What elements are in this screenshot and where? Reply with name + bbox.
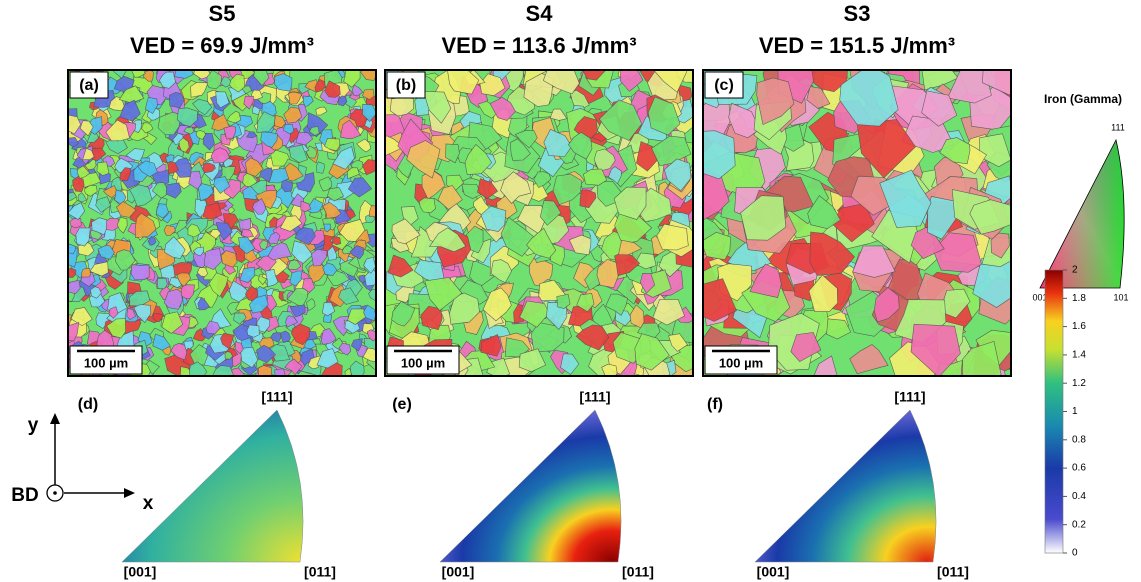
pole-label: [011]: [622, 564, 654, 580]
ipf-triangle: [440, 410, 621, 562]
arrowhead: [124, 488, 135, 498]
ved-label: VED = 69.9 J/mm³: [130, 33, 314, 58]
colorbar-tick-label: 0.8: [1072, 434, 1086, 445]
figure: y x BD Iron (Gamma) 111 001 101 (a)100 µ…: [0, 0, 1141, 582]
y-label: y: [28, 415, 39, 436]
grain: [602, 364, 618, 380]
colorbar-tick-label: 2: [1072, 265, 1078, 276]
panel-label: (d): [78, 396, 98, 413]
legend-corner: 111: [1111, 122, 1125, 132]
pole-label: [111]: [261, 389, 292, 405]
colorbar-tick-label: 1.2: [1072, 378, 1086, 389]
panel-label: (a): [79, 77, 99, 94]
colorbar-tick-label: 0: [1072, 548, 1078, 559]
grain: [70, 218, 82, 228]
grain: [657, 224, 689, 250]
colorbar-tick-label: 1: [1072, 406, 1078, 417]
panel-label: (e): [392, 396, 412, 413]
grain: [275, 369, 286, 380]
sample-name: S3: [844, 1, 871, 26]
ved-label: VED = 113.6 J/mm³: [441, 33, 636, 58]
colorbar-tick-label: 1.4: [1072, 350, 1086, 361]
pole-label: [001]: [442, 564, 475, 580]
pole-label: [001]: [757, 564, 790, 580]
grain: [316, 162, 324, 174]
scale-label: 100 µm: [84, 355, 128, 370]
bd-label: BD: [11, 485, 38, 506]
grain: [81, 268, 90, 277]
panel-label: (c): [714, 77, 734, 94]
ebsd-map: [57, 61, 388, 387]
ipf-triangle: [122, 410, 303, 562]
scale-label: 100 µm: [719, 355, 763, 370]
colorbar-tick-label: 0.2: [1072, 519, 1086, 530]
pole-label: [111]: [579, 389, 610, 405]
arrowhead: [50, 413, 60, 424]
scale-label: 100 µm: [401, 355, 445, 370]
colorbar-tick-label: 1.6: [1072, 321, 1086, 332]
pole-label: [001]: [124, 564, 157, 580]
bd-dot: [53, 491, 57, 495]
ved-label: VED = 151.5 J/mm³: [759, 33, 955, 58]
colorbar-tick-label: 0.4: [1072, 491, 1086, 502]
legend-corner: 101: [1113, 292, 1128, 302]
panel-label: (b): [396, 77, 416, 94]
pole-label: [011]: [937, 564, 969, 580]
pole-label: [011]: [304, 564, 336, 580]
ipf-legend-overlay: [1040, 140, 1124, 288]
colorbar-tick-label: 0.6: [1072, 463, 1086, 474]
ipf-triangle: [755, 410, 936, 562]
pole-label: [111]: [894, 389, 925, 405]
colorbar: [1045, 270, 1063, 553]
grain: [257, 366, 272, 384]
ebsd-map: [368, 55, 711, 393]
grain: [247, 325, 259, 338]
grain: [332, 236, 341, 244]
sample-name: S4: [526, 1, 554, 26]
x-label: x: [143, 493, 154, 514]
grain: [689, 131, 736, 179]
maps: (a) 100 µm (b) 100 µm (c) 100 µm: [57, 43, 1031, 404]
sample-name: S5: [209, 1, 236, 26]
colorbar-tick-label: 1.8: [1072, 293, 1086, 304]
grain: [131, 265, 149, 280]
panel-label: (f): [707, 396, 723, 413]
legend-title: Iron (Gamma): [1044, 92, 1122, 106]
